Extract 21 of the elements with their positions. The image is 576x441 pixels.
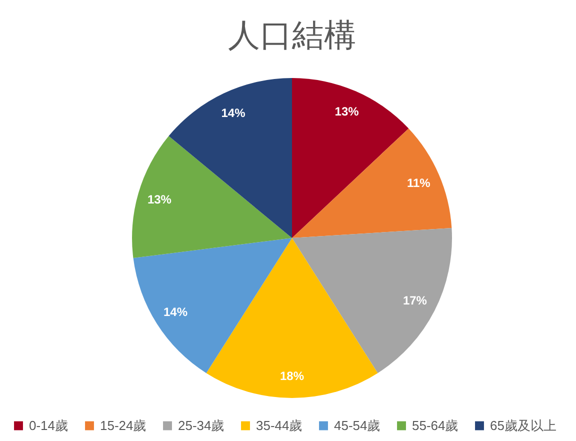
legend-label: 15-24歲 [100,418,146,433]
data-label: 14% [221,106,246,120]
legend-label: 55-64歲 [412,418,458,433]
data-label: 11% [406,176,431,190]
data-label: 13% [334,104,360,118]
pie-slice [206,238,378,398]
data-label: 13% [147,192,172,206]
pie-slice [292,128,452,238]
pie-slice [292,78,409,238]
legend-label: 65歲及以上 [490,418,556,433]
pie-slice [132,136,292,258]
chart-title: 人口結構 [228,17,356,53]
data-label: 18% [280,369,304,383]
data-label: 14% [163,304,188,319]
legend-label: 45-54歲 [334,418,380,433]
legend-label: 0-14歲 [29,418,68,433]
legend-label: 25-34歲 [178,418,224,433]
data-label: 17% [402,294,428,308]
legend-label: 35-44歲 [256,418,302,433]
pie-slice [292,228,452,374]
pie-slice [133,238,292,374]
